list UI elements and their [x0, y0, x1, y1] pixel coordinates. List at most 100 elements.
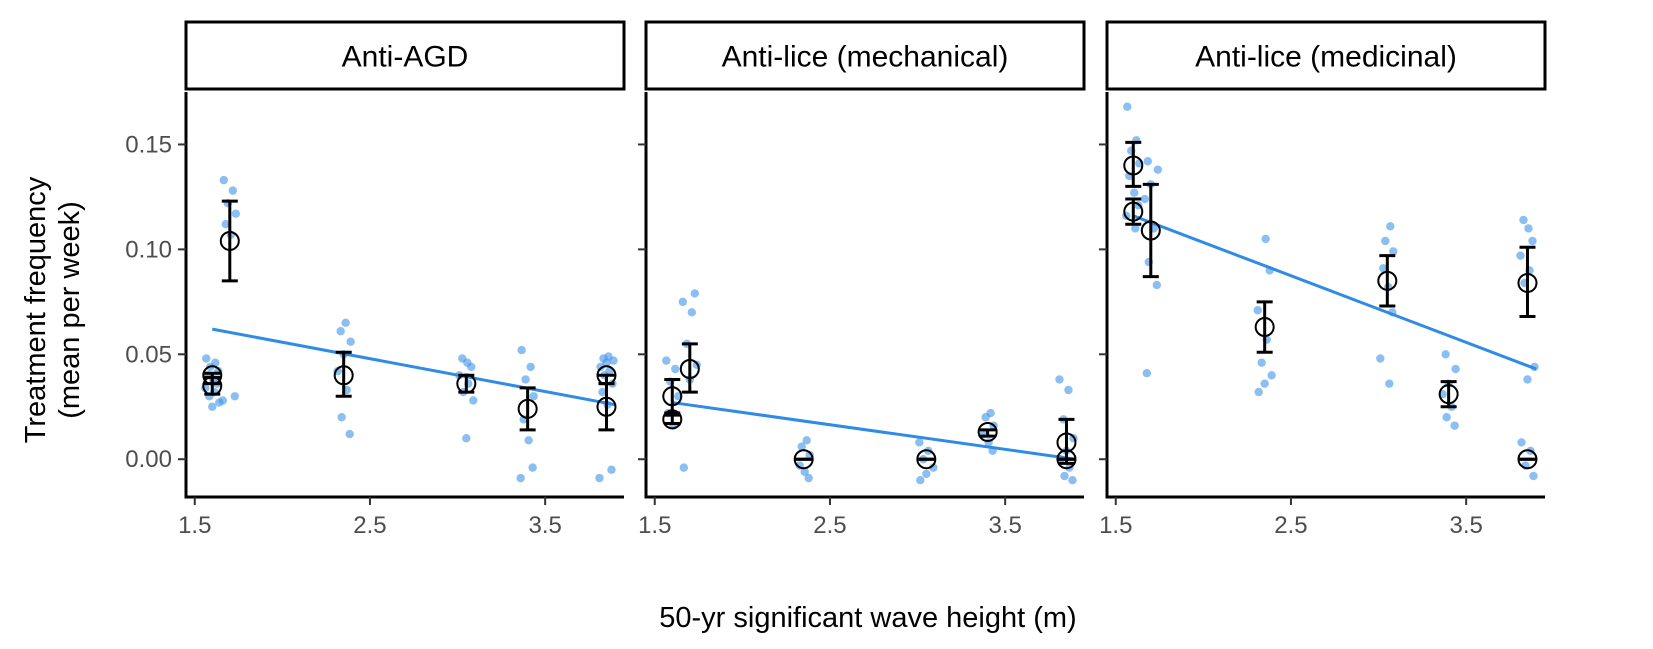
- data-point: [598, 387, 607, 397]
- mean-point: [662, 409, 683, 430]
- x-tick-label: 1.5: [638, 512, 671, 539]
- data-point: [1152, 280, 1162, 290]
- mean-point: [1140, 220, 1161, 241]
- mean-marker: [596, 382, 617, 432]
- mean-marker: [202, 375, 223, 396]
- panels-layer: Anti-AGD 1.5 2.5 3.5 0.00 0.05 0.10 0.15 Anti-li…: [125, 20, 1547, 539]
- data-point: [916, 476, 925, 485]
- data-point: [1519, 215, 1528, 225]
- mean-point: [1056, 432, 1077, 453]
- mean-point: [1438, 384, 1459, 405]
- strip-box: [644, 20, 1086, 91]
- mean-point: [456, 373, 477, 394]
- data-point: [607, 465, 616, 474]
- data-point: [1451, 364, 1460, 374]
- data-point: [1253, 306, 1262, 315]
- mean-marker: [1056, 449, 1077, 470]
- data-point: [1143, 157, 1153, 166]
- mean-point: [1123, 155, 1144, 176]
- mean-point: [1123, 201, 1144, 222]
- y-tick-label: 0.05: [125, 341, 172, 368]
- data-point: [462, 434, 471, 443]
- mean-marker: [1517, 245, 1538, 319]
- mean-marker: [916, 449, 937, 470]
- mean-marker: [1123, 140, 1144, 188]
- data-point: [219, 175, 228, 185]
- mean-point: [1377, 270, 1398, 291]
- data-point: [1528, 236, 1537, 246]
- mean-marker: [1377, 254, 1398, 308]
- data-point: [467, 362, 476, 372]
- data-point: [218, 396, 227, 405]
- data-point: [1516, 251, 1525, 260]
- y-axis-title-line-2: (mean per week): [54, 201, 86, 419]
- data-point: [687, 308, 696, 317]
- data-point: [1060, 471, 1069, 481]
- data-point: [337, 413, 346, 422]
- trend-line: [212, 327, 616, 407]
- data-point: [1524, 224, 1533, 233]
- mean-point: [916, 449, 937, 470]
- data-point: [804, 473, 813, 483]
- y-tick-label: 0.00: [125, 446, 172, 473]
- data-point: [679, 463, 688, 472]
- data-point: [1376, 354, 1385, 363]
- mean-point: [1056, 449, 1077, 470]
- x-tick-label: 3.5: [1449, 512, 1482, 539]
- data-point: [1385, 379, 1394, 388]
- y-tick-label: 0.15: [125, 131, 172, 158]
- data-point: [202, 354, 211, 363]
- y-axis-title-line-1: Treatment frequency: [20, 176, 52, 443]
- data-point: [346, 337, 355, 346]
- data-point: [1140, 194, 1150, 204]
- data-point: [526, 362, 535, 372]
- mean-marker: [517, 386, 538, 432]
- strip-box: [184, 20, 626, 91]
- strip-label: Anti-AGD: [342, 41, 469, 74]
- data-point: [516, 473, 525, 483]
- data-point: [521, 375, 530, 384]
- data-point: [915, 438, 924, 447]
- mean-marker: [679, 342, 700, 394]
- data-point: [231, 209, 240, 218]
- data-point: [802, 436, 811, 445]
- mean-marker: [219, 199, 240, 283]
- x-tick-label: 2.5: [1274, 512, 1307, 539]
- data-point: [929, 463, 938, 472]
- strip-label: Anti-lice (mechanical): [722, 41, 1009, 74]
- mean-marker: [1140, 182, 1161, 279]
- trend-line: [1132, 214, 1537, 371]
- y-tick-label: 0.10: [125, 236, 172, 263]
- mean-point: [679, 358, 700, 379]
- data-point: [1267, 371, 1276, 380]
- data-point: [528, 463, 537, 472]
- data-point: [345, 429, 354, 439]
- data-point: [1261, 234, 1270, 244]
- x-tick-label: 2.5: [813, 512, 846, 539]
- mean-marker: [793, 449, 814, 470]
- strip-label: Anti-lice (medicinal): [1195, 41, 1457, 74]
- data-point: [208, 402, 217, 411]
- data-point: [1153, 165, 1163, 174]
- mean-marker: [662, 409, 683, 430]
- mean-marker: [456, 373, 477, 394]
- data-point: [1055, 375, 1064, 384]
- data-point: [1068, 476, 1077, 485]
- panel-2: Anti-lice (mechanical) 1.5 2.5 3.5: [638, 20, 1086, 539]
- data-point: [1381, 236, 1390, 246]
- data-point: [469, 396, 478, 405]
- data-point: [529, 392, 538, 401]
- mean-point: [219, 230, 240, 251]
- mean-point: [333, 365, 354, 386]
- data-point: [1254, 387, 1263, 397]
- data-point: [1442, 413, 1451, 422]
- panel-1: Anti-AGD 1.5 2.5 3.5 0.00 0.05 0.10 0.15: [125, 20, 626, 539]
- mean-point: [793, 449, 814, 470]
- data-point: [1379, 264, 1388, 273]
- data-point: [228, 186, 237, 195]
- data-point: [671, 364, 680, 374]
- data-point: [1450, 421, 1459, 430]
- data-point: [336, 327, 345, 336]
- data-point: [1131, 224, 1140, 233]
